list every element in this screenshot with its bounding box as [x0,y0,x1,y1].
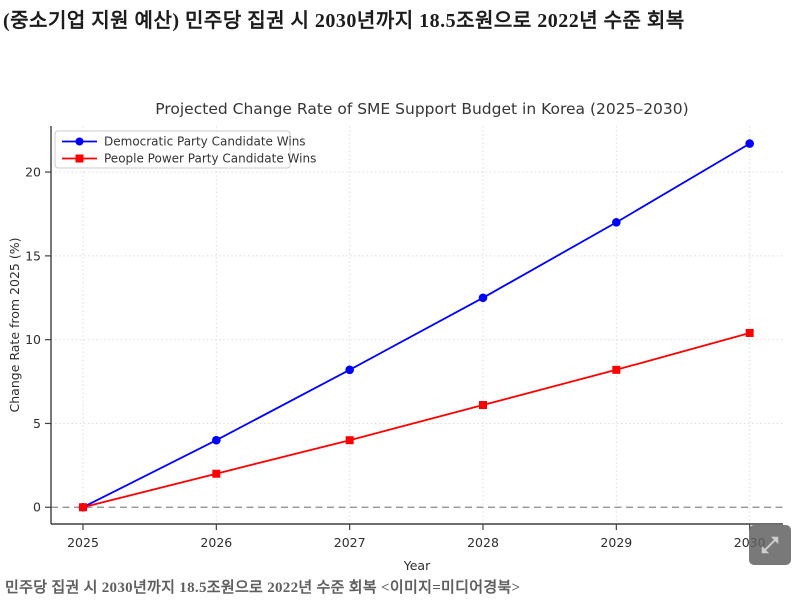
data-point-1 [612,365,621,374]
data-point-1 [745,328,754,337]
x-tick-label: 2029 [600,535,632,550]
headline: (중소기업 지원 예산) 민주당 집권 시 2030년까지 18.5조원으로 2… [3,10,685,32]
legend-marker-square [75,154,84,163]
series-line-0 [82,142,751,509]
legend-box [54,130,291,169]
data-point-1 [479,401,487,410]
data-point-1 [345,436,354,445]
data-point-0 [612,218,621,227]
chart-figure: 05101520202520262027202820292030YearChan… [0,90,800,570]
y-axis-label: Change Rate from 2025 (%) [7,238,22,413]
x-axis-label: Year [403,558,431,570]
series-line-1 [82,332,750,509]
chart-title: Projected Change Rate of SME Support Bud… [155,100,688,118]
y-tick-label: 20 [25,165,41,180]
y-tick-label: 15 [25,248,41,263]
data-point-0 [212,435,221,445]
legend-label: Democratic Party Candidate Wins [104,135,306,149]
data-point-1 [212,469,221,478]
legend-marker-circle [75,137,84,146]
y-tick-label: 0 [33,500,41,515]
caption: 민주당 집권 시 2030년까지 18.5조원으로 2022년 수준 회복 <이… [5,580,521,596]
x-tick-label: 2028 [467,535,499,550]
data-point-0 [478,293,488,303]
data-point-0 [345,365,354,375]
x-tick-label: 2027 [334,535,366,550]
legend: Democratic Party Candidate Wins People Po… [54,130,316,169]
y-tick-label: 5 [33,416,41,431]
data-point-0 [745,139,754,148]
chart-svg: 05101520202520262027202820292030YearChan… [7,100,783,570]
y-tick-label: 10 [25,332,41,347]
data-point-1 [79,503,87,512]
x-tick-label: 2025 [67,535,99,550]
expand-button[interactable] [749,525,791,565]
expand-icon [761,536,779,554]
x-tick-label: 2026 [200,535,232,550]
legend-label: People Power Party Candidate Wins [104,152,316,166]
